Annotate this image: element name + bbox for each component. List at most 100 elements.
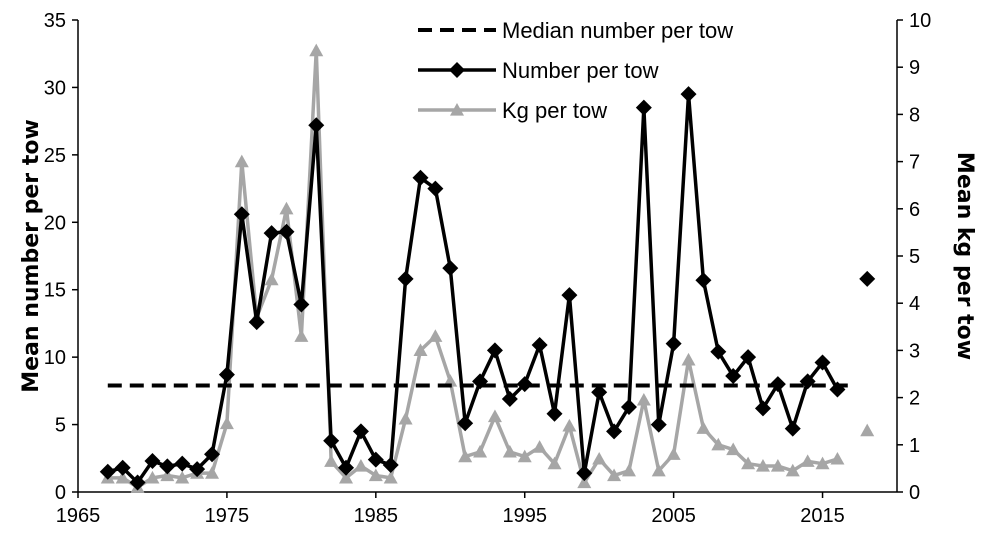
triangle-marker	[711, 437, 726, 451]
triangle-marker	[219, 416, 234, 430]
triangle-marker	[517, 449, 532, 463]
y-left-tick-label: 35	[44, 10, 66, 32]
triangle-marker	[562, 418, 577, 432]
diamond-marker	[695, 272, 712, 289]
x-tick-label: 1965	[56, 505, 101, 527]
triangle-marker	[755, 459, 770, 472]
triangle-marker	[428, 329, 443, 342]
diamond-marker	[308, 117, 325, 134]
legend-label: Median number per tow	[502, 18, 733, 43]
triangle-marker	[115, 470, 130, 484]
diamond-marker	[561, 287, 578, 304]
triangle-marker	[205, 466, 220, 479]
legend-diamond-marker	[449, 62, 465, 78]
triangle-marker	[592, 451, 607, 465]
diamond-marker	[799, 373, 816, 390]
triangle-marker	[398, 411, 413, 425]
triangle-marker	[279, 201, 294, 215]
axes	[77, 20, 898, 493]
diamond-marker	[382, 457, 399, 474]
triangle-marker	[770, 459, 785, 472]
diamond-marker	[99, 463, 116, 480]
triangle-marker	[294, 329, 309, 342]
diamond-marker	[501, 390, 518, 407]
diamond-marker	[427, 180, 444, 197]
triangle-marker	[607, 468, 622, 482]
diamond-marker	[263, 225, 280, 242]
triangle-marker	[681, 352, 696, 366]
triangle-marker	[651, 463, 666, 477]
y-right-ticks: 0 1 2 3 4 5 6 7 8 9 10	[897, 10, 931, 504]
triangle-marker	[636, 392, 651, 406]
y-axis-right-title: Mean kg per tow	[952, 152, 977, 360]
series-layer	[99, 43, 876, 493]
diamond-marker	[144, 452, 161, 469]
y-left-tick-label: 10	[44, 347, 66, 369]
diamond-marker	[680, 86, 697, 103]
triangle-marker	[458, 449, 473, 463]
triangle-marker	[487, 409, 502, 423]
y-left-tick-label: 5	[55, 415, 66, 437]
y-right-tick-label: 6	[909, 199, 920, 221]
diamond-marker	[159, 458, 176, 475]
triangle-marker	[800, 454, 815, 467]
triangle-marker	[830, 451, 845, 465]
diamond-marker	[278, 223, 295, 240]
diamond-marker	[457, 415, 474, 432]
diamond-marker	[665, 335, 682, 352]
y-left-tick-label: 20	[44, 212, 66, 234]
legend-label: Number per tow	[502, 58, 659, 83]
diamond-marker	[352, 423, 369, 440]
diamond-marker	[397, 270, 414, 287]
legend-item: Number per tow	[418, 58, 659, 83]
diamond-marker	[412, 169, 429, 186]
y-right-tick-label: 0	[909, 482, 920, 504]
series-number-per-tow	[99, 86, 846, 491]
diamond-marker	[859, 270, 876, 287]
diamond-marker	[740, 349, 757, 366]
triangle-marker	[741, 456, 756, 470]
triangle-marker	[473, 444, 488, 458]
diamond-marker	[218, 366, 235, 383]
diamond-marker	[620, 399, 637, 416]
y-right-tick-label: 8	[909, 104, 920, 126]
triangle-marker	[726, 442, 741, 456]
triangle-marker	[383, 470, 398, 484]
triangle-marker	[860, 423, 875, 437]
y-left-tick-label: 30	[44, 77, 66, 99]
diamond-marker	[650, 416, 667, 433]
series-kg-per-tow-2018	[860, 423, 875, 437]
triangle-marker	[309, 43, 324, 57]
y-left-tick-label: 15	[44, 280, 66, 302]
diamond-marker	[293, 296, 310, 313]
y-right-tick-label: 3	[909, 340, 920, 362]
diamond-marker	[248, 314, 265, 331]
triangle-marker	[547, 456, 562, 470]
y-left-tick-label: 25	[44, 145, 66, 167]
triangle-marker	[353, 459, 368, 472]
y-right-tick-label: 10	[909, 10, 931, 32]
x-tick-label: 1985	[354, 505, 399, 527]
y-right-tick-label: 2	[909, 388, 920, 410]
x-tick-label: 1975	[205, 505, 250, 527]
y-right-tick-label: 1	[909, 435, 920, 457]
legend-item: Kg per tow	[418, 98, 607, 123]
series-line	[107, 92, 839, 485]
triangle-marker	[145, 470, 160, 484]
diamond-marker	[829, 381, 846, 398]
y-right-tick-label: 5	[909, 246, 920, 268]
diamond-marker	[710, 343, 727, 360]
legend-item: Median number per tow	[418, 18, 733, 43]
triangle-marker	[160, 468, 175, 482]
y-left-tick-label: 0	[55, 482, 66, 504]
diamond-marker	[784, 420, 801, 437]
y-axis-left-title: Mean number per tow	[19, 119, 44, 393]
y-right-tick-label: 7	[909, 152, 920, 174]
diamond-marker	[635, 99, 652, 116]
triangle-marker	[413, 343, 428, 356]
triangle-marker	[175, 470, 190, 484]
diamond-marker	[576, 465, 593, 482]
triangle-marker	[339, 470, 354, 484]
diamond-marker	[472, 373, 489, 390]
